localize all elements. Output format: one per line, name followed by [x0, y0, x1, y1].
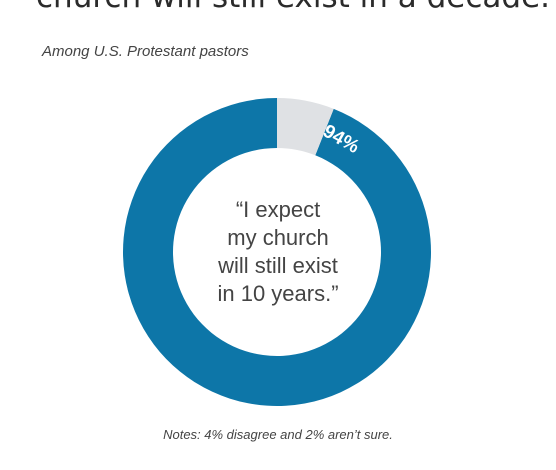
chart-subtitle: Among U.S. Protestant pastors [42, 43, 249, 60]
chart-notes: Notes: 4% disagree and 2% aren’t sure. [163, 427, 393, 442]
donut-slice-1 [123, 98, 432, 406]
chart-title: church will still exist in a decade. [36, 0, 556, 16]
center-quote: “I expect my church will still exist in … [178, 196, 378, 308]
donut-slice-2 [277, 98, 334, 156]
center-quote-line-2: my church [227, 225, 329, 250]
center-quote-line-3: will still exist [218, 253, 338, 278]
donut-slices [123, 98, 432, 406]
center-quote-line-1: “I expect [235, 197, 321, 222]
center-quote-line-4: in 10 years.” [217, 281, 339, 306]
